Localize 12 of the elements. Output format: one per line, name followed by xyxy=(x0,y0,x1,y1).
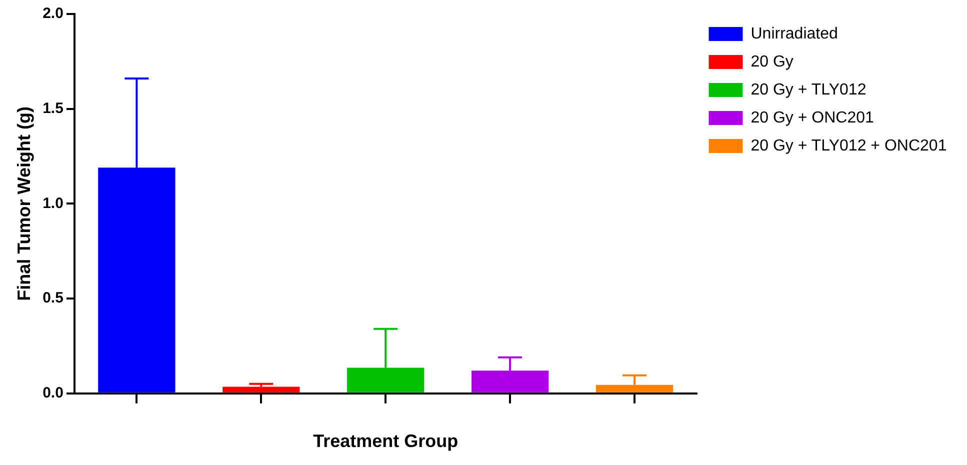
x-axis-title: Treatment Group xyxy=(313,431,458,452)
legend-label: 20 Gy + TLY012 + ONC201 xyxy=(750,137,947,154)
legend-label: 20 Gy + ONC201 xyxy=(750,109,874,126)
y-tick-label: 2.0 xyxy=(42,5,64,22)
y-tick-label: 1.5 xyxy=(42,100,64,117)
y-axis-title: Final Tumor Weight (g) xyxy=(14,106,34,301)
legend-label: 20 Gy + TLY012 xyxy=(750,81,866,98)
y-tick-label: 1.0 xyxy=(42,194,64,212)
legend-label: Unirradiated xyxy=(750,25,838,42)
y-tick-label: 0.5 xyxy=(42,290,64,307)
legend-label: 20 Gy xyxy=(750,53,794,70)
y-tick-label: 0.0 xyxy=(42,384,64,402)
